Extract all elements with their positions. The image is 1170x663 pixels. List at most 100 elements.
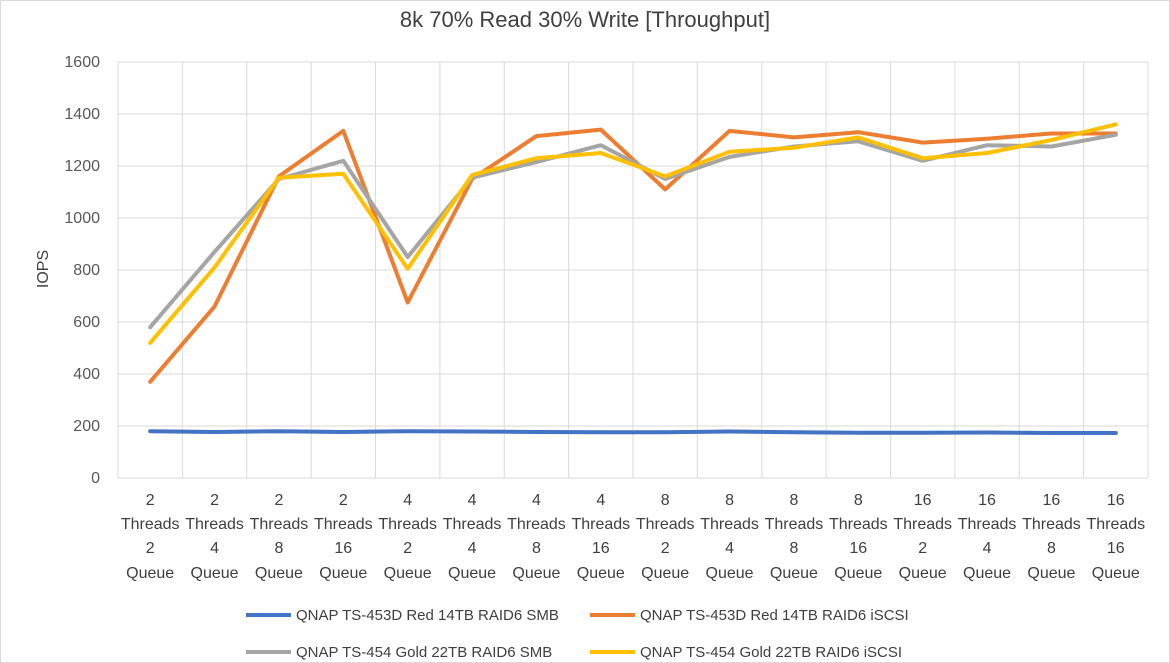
- x-tick-label-6: 4 Threads 8 Queue: [507, 492, 566, 582]
- x-tick-label-2-line-2: 8: [274, 540, 283, 557]
- series-lines: [148, 122, 1118, 435]
- x-tick-label-10-line-3: Queue: [770, 565, 818, 582]
- x-tick-label-11-line-0: 8: [854, 492, 863, 509]
- x-tick-label-13: 16 Threads 4 Queue: [958, 492, 1017, 582]
- x-tick-label-8-line-0: 8: [661, 492, 670, 509]
- x-tick-label-1-line-1: Threads: [185, 516, 244, 533]
- x-tick-label-10-line-0: 8: [789, 492, 798, 509]
- x-tick-label-7-line-0: 4: [596, 492, 605, 509]
- x-tick-label-0-line-1: Threads: [121, 516, 180, 533]
- y-tick-label-5: 1000: [64, 210, 100, 227]
- x-tick-label-12-line-3: Queue: [899, 565, 947, 582]
- x-tick-label-11-line-2: 16: [849, 540, 867, 557]
- x-tick-label-8-line-2: 2: [661, 540, 670, 557]
- x-tick-label-15-line-1: Threads: [1086, 516, 1145, 533]
- legend-entry-1: QNAP TS-453D Red 14TB RAID6 iSCSI: [590, 607, 909, 624]
- x-tick-label-1-line-2: 4: [210, 540, 219, 557]
- x-tick-label-8: 8 Threads 2 Queue: [636, 492, 695, 582]
- x-tick-label-4: 4 Threads 2 Queue: [378, 492, 437, 582]
- x-tick-label-7-line-3: Queue: [577, 565, 625, 582]
- x-tick-label-3-line-2: 16: [334, 540, 352, 557]
- x-tick-label-13-line-3: Queue: [963, 565, 1011, 582]
- x-axis-ticks: 2 Threads 2 Queue 2 Threads 4 Queue 2 Threads 8 Que…: [121, 492, 1145, 582]
- x-tick-label-13-line-1: Threads: [958, 516, 1017, 533]
- x-tick-label-9-line-0: 8: [725, 492, 734, 509]
- x-tick-label-5: 4 Threads 4 Queue: [443, 492, 502, 582]
- x-tick-label-1-line-3: Queue: [191, 565, 239, 582]
- x-tick-label-7: 4 Threads 16 Queue: [571, 492, 630, 582]
- y-tick-label-1: 200: [73, 418, 100, 435]
- x-tick-label-8-line-1: Threads: [636, 516, 695, 533]
- x-tick-label-14-line-0: 16: [1043, 492, 1061, 509]
- x-tick-label-10-line-1: Threads: [765, 516, 824, 533]
- x-tick-label-12-line-1: Threads: [893, 516, 952, 533]
- x-tick-label-5-line-2: 4: [468, 540, 477, 557]
- x-tick-label-2: 2 Threads 8 Queue: [250, 492, 309, 582]
- y-axis-ticks: 0 200 400 600 800 1000 1200 1400 1600: [64, 54, 100, 487]
- x-tick-label-12-line-0: 16: [914, 492, 932, 509]
- x-tick-label-9-line-1: Threads: [700, 516, 759, 533]
- y-tick-label-6: 1200: [64, 158, 100, 175]
- x-tick-label-4-line-3: Queue: [384, 565, 432, 582]
- x-tick-label-2-line-3: Queue: [255, 565, 303, 582]
- x-tick-label-14-line-3: Queue: [1027, 565, 1075, 582]
- x-tick-label-0-line-3: Queue: [126, 565, 174, 582]
- x-tick-label-12-line-2: 2: [918, 540, 927, 557]
- x-tick-label-14-line-1: Threads: [1022, 516, 1081, 533]
- legend-entry-2: QNAP TS-454 Gold 22TB RAID6 SMB: [246, 644, 552, 661]
- y-tick-label-3: 600: [73, 314, 100, 331]
- series-line-3: [148, 122, 1118, 345]
- x-tick-label-4-line-1: Threads: [378, 516, 437, 533]
- x-tick-label-6-line-3: Queue: [512, 565, 560, 582]
- x-tick-label-9-line-3: Queue: [706, 565, 754, 582]
- x-tick-label-10-line-2: 8: [789, 540, 798, 557]
- legend-label-2: QNAP TS-454 Gold 22TB RAID6 SMB: [296, 644, 552, 661]
- x-tick-label-2-line-0: 2: [274, 492, 283, 509]
- x-tick-label-13-line-0: 16: [978, 492, 996, 509]
- y-tick-label-4: 800: [73, 262, 100, 279]
- x-tick-label-0-line-0: 2: [146, 492, 155, 509]
- x-tick-label-9-line-2: 4: [725, 540, 734, 557]
- series-line-2: [148, 132, 1118, 330]
- legend: QNAP TS-453D Red 14TB RAID6 SMB QNAP TS-4…: [246, 607, 909, 661]
- x-tick-label-8-line-3: Queue: [641, 565, 689, 582]
- x-tick-label-1-line-0: 2: [210, 492, 219, 509]
- series-line-1: [148, 127, 1118, 384]
- legend-label-1: QNAP TS-453D Red 14TB RAID6 iSCSI: [640, 607, 909, 624]
- x-tick-label-14: 16 Threads 8 Queue: [1022, 492, 1081, 582]
- x-tick-label-5-line-1: Threads: [443, 516, 502, 533]
- legend-label-0: QNAP TS-453D Red 14TB RAID6 SMB: [296, 607, 559, 624]
- y-axis-label: IOPS: [35, 250, 52, 288]
- y-tick-label-2: 400: [73, 366, 100, 383]
- x-tick-label-3-line-1: Threads: [314, 516, 373, 533]
- y-tick-label-7: 1400: [64, 106, 100, 123]
- legend-label-3: QNAP TS-454 Gold 22TB RAID6 iSCSI: [640, 644, 902, 661]
- x-tick-label-15-line-0: 16: [1107, 492, 1125, 509]
- x-tick-label-15-line-3: Queue: [1092, 565, 1140, 582]
- x-tick-label-15-line-2: 16: [1107, 540, 1125, 557]
- legend-entry-0: QNAP TS-453D Red 14TB RAID6 SMB: [246, 607, 559, 624]
- x-tick-label-11-line-3: Queue: [834, 565, 882, 582]
- x-tick-label-9: 8 Threads 4 Queue: [700, 492, 759, 582]
- x-tick-label-7-line-2: 16: [592, 540, 610, 557]
- legend-entry-3: QNAP TS-454 Gold 22TB RAID6 iSCSI: [590, 644, 902, 661]
- x-tick-label-0-line-2: 2: [146, 540, 155, 557]
- x-tick-label-5-line-0: 4: [468, 492, 477, 509]
- x-tick-label-4-line-2: 2: [403, 540, 412, 557]
- x-tick-label-12: 16 Threads 2 Queue: [893, 492, 952, 582]
- x-tick-label-6-line-0: 4: [532, 492, 541, 509]
- x-tick-label-3-line-0: 2: [339, 492, 348, 509]
- y-tick-label-0: 0: [91, 470, 100, 487]
- x-tick-label-6-line-1: Threads: [507, 516, 566, 533]
- x-tick-label-15: 16 Threads 16 Queue: [1086, 492, 1145, 582]
- chart-title: 8k 70% Read 30% Write [Throughput]: [400, 7, 770, 32]
- x-tick-label-3-line-3: Queue: [319, 565, 367, 582]
- x-tick-label-11: 8 Threads 16 Queue: [829, 492, 888, 582]
- x-tick-label-1: 2 Threads 4 Queue: [185, 492, 244, 582]
- x-tick-label-3: 2 Threads 16 Queue: [314, 492, 373, 582]
- x-tick-label-14-line-2: 8: [1047, 540, 1056, 557]
- x-tick-label-5-line-3: Queue: [448, 565, 496, 582]
- x-tick-label-10: 8 Threads 8 Queue: [765, 492, 824, 582]
- x-tick-label-2-line-1: Threads: [250, 516, 309, 533]
